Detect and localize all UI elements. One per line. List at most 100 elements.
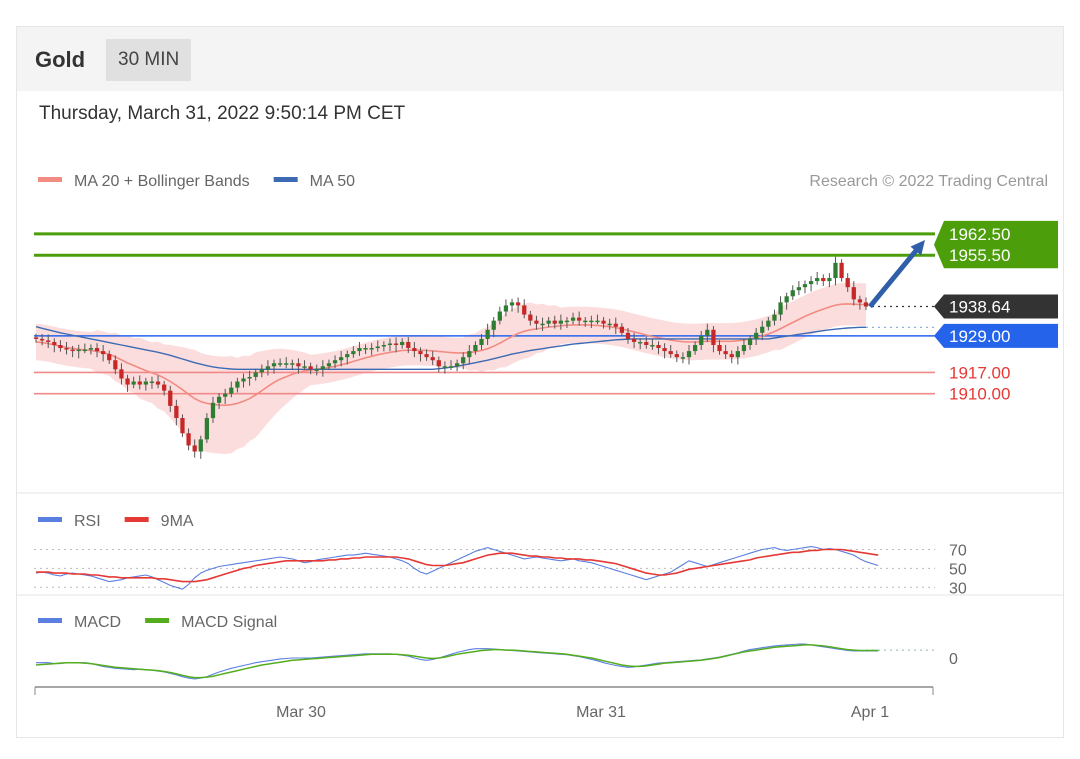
candle-body (857, 299, 863, 303)
candle-body (70, 349, 75, 352)
candle-body (210, 402, 216, 419)
candle-body (570, 317, 576, 321)
candle-body (735, 351, 740, 358)
candle-body (52, 341, 57, 345)
credit-text: Research © 2022 Trading Central (809, 173, 1048, 190)
legend-swatch (124, 517, 149, 522)
chart-header: Gold 30 MIN (17, 27, 1063, 91)
ma20-line (35, 303, 866, 407)
candle-body (723, 351, 728, 355)
candle-body (668, 351, 673, 355)
candle-body (821, 278, 826, 282)
candle-body (241, 378, 246, 382)
candle-body (656, 345, 661, 349)
rsi-tick-label: 30 (949, 580, 967, 597)
legend-label: MA 20 + Bollinger Bands (74, 173, 250, 190)
candle-body (339, 357, 344, 361)
timeframe-button[interactable]: 30 MIN (106, 39, 192, 81)
candle-body (778, 302, 783, 315)
candle-body (290, 363, 295, 365)
legend-label: MACD Signal (181, 614, 277, 631)
candle-body (265, 366, 271, 370)
legend-swatch (38, 618, 62, 623)
rsi-tick-label: 50 (949, 561, 967, 578)
candle-body (39, 338, 45, 341)
candle-body (94, 348, 100, 352)
candle-body (766, 320, 771, 327)
candle-body (308, 366, 313, 370)
candle-body (589, 320, 594, 323)
candle-body (577, 317, 582, 321)
candle-body (131, 381, 136, 385)
candle-body (271, 363, 277, 367)
candle-body (552, 320, 557, 324)
bollinger-band (36, 282, 866, 454)
candle-body (82, 349, 87, 352)
candle-body (851, 287, 856, 300)
candle-body (845, 278, 850, 288)
candle-body (168, 390, 173, 406)
resistance-tag (934, 220, 1058, 269)
candle-body (461, 357, 466, 364)
candle-body (705, 329, 710, 336)
candle-body (491, 320, 496, 330)
candle-body (625, 332, 631, 339)
candle-body (546, 320, 551, 324)
candle-body (107, 354, 112, 361)
candle-body (375, 346, 380, 349)
candle-body (583, 320, 588, 323)
candle-body (485, 329, 490, 339)
candle-body (58, 345, 63, 349)
level-label: 1929.00 (949, 327, 1010, 346)
x-tick-label: Mar 31 (576, 704, 626, 721)
candle-body (235, 381, 240, 388)
candle-body (369, 348, 374, 350)
candle-body (473, 345, 478, 352)
candle-body (76, 349, 81, 352)
candle-body (259, 369, 264, 373)
timestamp: Thursday, March 31, 2022 9:50:14 PM CET (39, 103, 406, 124)
last-price-tag (934, 294, 1058, 319)
candle-body (119, 369, 124, 379)
candle-body (522, 305, 527, 315)
candle-body (497, 311, 502, 321)
candle-body (760, 326, 765, 333)
candle-body (412, 348, 417, 352)
candle-body (515, 302, 521, 306)
candle-body (638, 341, 643, 344)
candle-body (686, 351, 692, 358)
candle-body (729, 354, 734, 358)
legend-label: MA 50 (310, 173, 355, 190)
candle-body (204, 418, 210, 440)
candle-body (64, 348, 69, 350)
instrument-title: Gold (35, 47, 86, 72)
legend-swatch (273, 177, 298, 182)
candle-body (186, 433, 191, 446)
candle-body (448, 366, 454, 368)
candle-body (88, 348, 94, 350)
candle-body (796, 287, 802, 291)
candle-body (534, 320, 539, 324)
macd-signal-line (35, 644, 879, 679)
candle-body (125, 378, 130, 385)
candle-body (528, 314, 533, 321)
candle-body (229, 387, 234, 394)
candle-body (558, 320, 563, 324)
candle-body (692, 345, 698, 352)
candle-body (827, 278, 832, 282)
candle-body (357, 348, 362, 352)
candle-body (351, 351, 356, 355)
candle-body (674, 354, 679, 358)
candle-body (332, 360, 338, 364)
legend-swatch (38, 517, 62, 522)
candle-body (393, 343, 399, 345)
candle-body (833, 262, 838, 279)
candle-body (595, 320, 600, 323)
candle-body (442, 366, 448, 368)
candle-body (644, 341, 649, 345)
candle-body (100, 351, 106, 355)
candle-body (754, 332, 759, 339)
candle-body (277, 363, 283, 365)
candle-body (46, 340, 51, 342)
candle-body (503, 305, 509, 312)
